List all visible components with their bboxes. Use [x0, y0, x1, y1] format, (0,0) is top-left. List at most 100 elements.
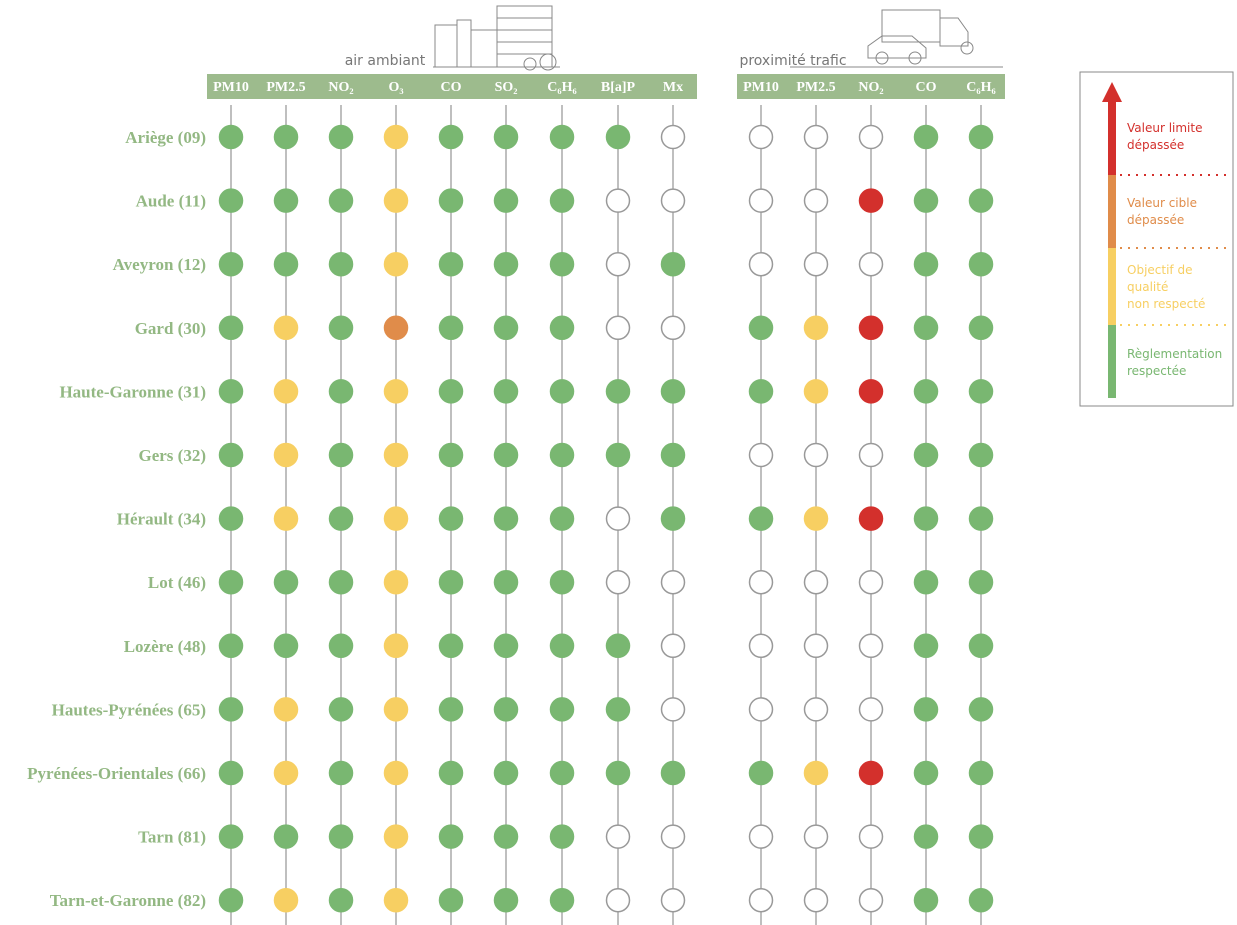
status-dot [860, 126, 883, 149]
status-dot [220, 889, 243, 912]
status-dot [970, 316, 993, 339]
status-dot [607, 634, 630, 657]
status-dot [275, 507, 298, 530]
status-dot [970, 253, 993, 276]
status-dot [385, 189, 408, 212]
status-dot [220, 762, 243, 785]
row-label: Tarn-et-Garonne (82) [50, 891, 206, 910]
column-header: NO₂ [858, 80, 883, 95]
status-dot [860, 889, 883, 912]
legend-segment [1108, 175, 1116, 248]
status-dot [330, 762, 353, 785]
status-dot [915, 571, 938, 594]
legend-segment [1108, 100, 1116, 175]
status-dot [385, 126, 408, 149]
row-label: Lot (46) [148, 573, 206, 592]
status-dot [385, 444, 408, 467]
status-dot [662, 253, 685, 276]
group-title: air ambiant [345, 53, 426, 69]
status-dot [805, 825, 828, 848]
status-dot [275, 126, 298, 149]
status-dot [662, 634, 685, 657]
status-dot [750, 698, 773, 721]
status-dot [551, 189, 574, 212]
status-dot [330, 889, 353, 912]
status-dot [275, 762, 298, 785]
status-dot [495, 634, 518, 657]
status-dot [495, 189, 518, 212]
row-label: Gard (30) [135, 319, 206, 338]
status-dot [551, 571, 574, 594]
status-dot [220, 253, 243, 276]
column-header: PM10 [213, 80, 249, 95]
status-dot [495, 253, 518, 276]
status-dot [750, 571, 773, 594]
status-dot [440, 126, 463, 149]
status-dot [805, 634, 828, 657]
status-dot [551, 253, 574, 276]
status-dot [440, 825, 463, 848]
status-dot [662, 380, 685, 403]
status-dot [805, 189, 828, 212]
status-dot [495, 825, 518, 848]
status-dot [915, 253, 938, 276]
status-dot [330, 507, 353, 530]
status-dot [551, 698, 574, 721]
status-dot [495, 380, 518, 403]
status-dot [607, 189, 630, 212]
status-dot [385, 634, 408, 657]
legend-text: Objectif de [1127, 263, 1192, 277]
status-dot [440, 444, 463, 467]
status-dot [330, 380, 353, 403]
row-label: Tarn (81) [138, 828, 206, 847]
legend-text: respectée [1127, 364, 1186, 378]
row-label: Lozère (48) [124, 637, 206, 656]
status-dot [440, 253, 463, 276]
status-dot [275, 634, 298, 657]
column-header: PM2.5 [266, 80, 305, 95]
status-dot [275, 189, 298, 212]
status-dot [662, 698, 685, 721]
status-dot [495, 507, 518, 530]
column-header: CO [441, 80, 462, 95]
status-dot [551, 825, 574, 848]
status-dot [915, 444, 938, 467]
status-dot [662, 889, 685, 912]
status-dot [915, 825, 938, 848]
status-dot [750, 126, 773, 149]
legend-segment [1108, 325, 1116, 398]
status-dot [805, 444, 828, 467]
row-label: Pyrénées-Orientales (66) [27, 764, 206, 783]
status-dot [662, 126, 685, 149]
status-dot [607, 507, 630, 530]
row-label: Gers (32) [138, 446, 206, 465]
status-dot [275, 444, 298, 467]
status-dot [220, 634, 243, 657]
status-dot [607, 889, 630, 912]
column-header: SO₂ [495, 80, 518, 95]
status-dot [440, 634, 463, 657]
column-header: NO₂ [328, 80, 353, 95]
status-dot [662, 316, 685, 339]
status-dot [860, 571, 883, 594]
status-dot [330, 571, 353, 594]
legend-text: non respecté [1127, 297, 1205, 311]
column-header: Mx [663, 80, 683, 95]
status-dot [915, 889, 938, 912]
status-dot [750, 316, 773, 339]
status-dot [385, 571, 408, 594]
status-dot [750, 253, 773, 276]
status-dot [607, 380, 630, 403]
status-dot [495, 316, 518, 339]
status-dot [385, 253, 408, 276]
status-dot [662, 189, 685, 212]
status-dot [275, 380, 298, 403]
status-dot [970, 889, 993, 912]
status-dot [805, 126, 828, 149]
legend-text: dépassée [1127, 138, 1184, 152]
status-dot [970, 571, 993, 594]
status-dot [607, 253, 630, 276]
building-icon [435, 6, 556, 70]
status-dot [915, 126, 938, 149]
status-dot [750, 189, 773, 212]
